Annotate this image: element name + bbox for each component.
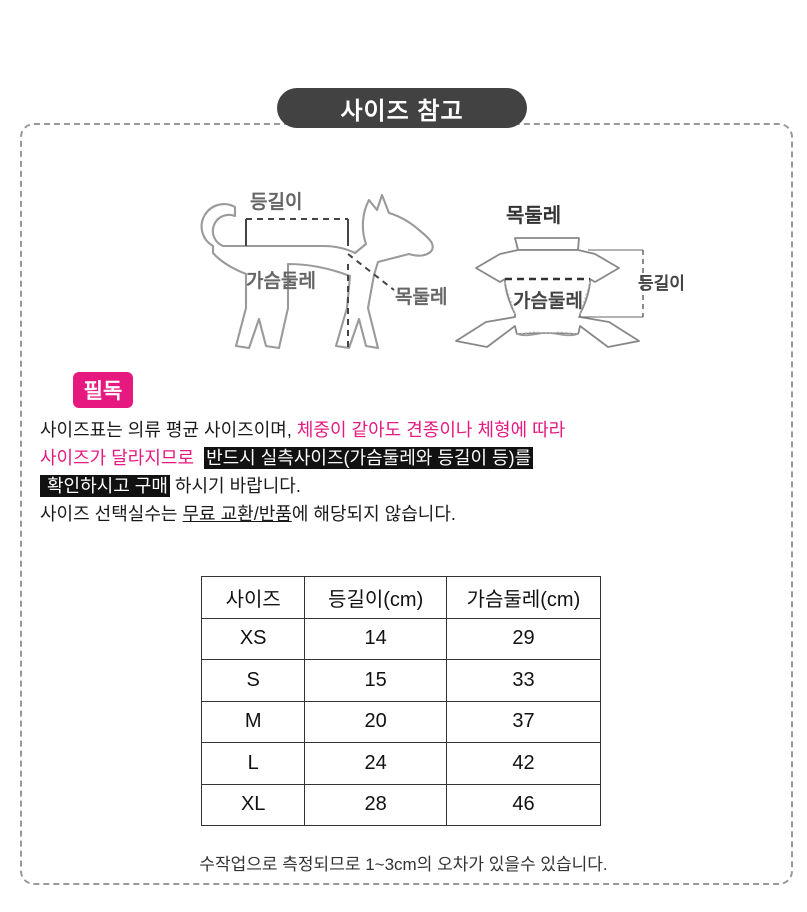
svg-text:가슴둘레: 가슴둘레 bbox=[513, 290, 583, 312]
svg-text:목둘레: 목둘레 bbox=[506, 204, 561, 227]
svg-text:목둘레: 목둘레 bbox=[395, 286, 447, 308]
svg-text:가슴둘레: 가슴둘레 bbox=[246, 270, 316, 292]
svg-text:등길이: 등길이 bbox=[250, 191, 302, 213]
svg-text:등길이: 등길이 bbox=[638, 274, 685, 293]
